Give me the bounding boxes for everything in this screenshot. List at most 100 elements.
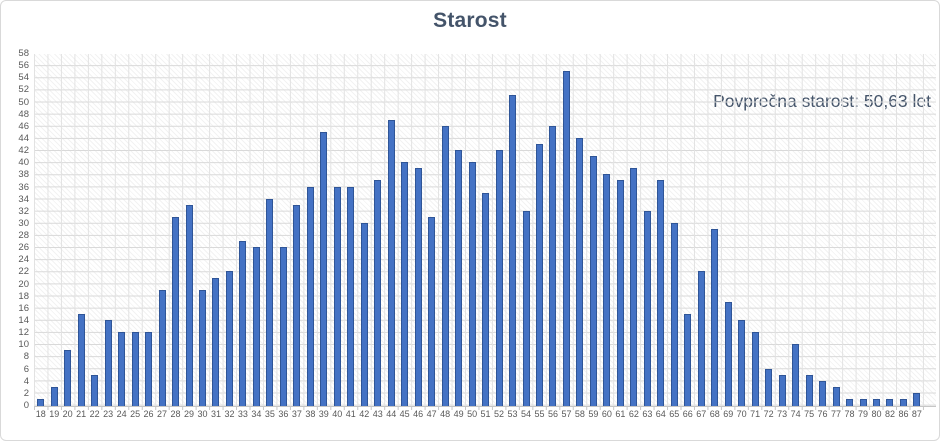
bar-age-45 bbox=[401, 162, 409, 406]
y-tick-label-0: 0 bbox=[23, 400, 29, 411]
x-tick-label-38: 38 bbox=[305, 409, 316, 419]
x-tick-label-71: 71 bbox=[750, 409, 761, 419]
x-tick-label-45: 45 bbox=[399, 409, 410, 419]
y-tick-label-36: 36 bbox=[18, 181, 29, 193]
y-axis-labels: 0 2 4 6 8 10 12 14 16 18 20 22 24 26 28 30 32 34 36 38 40 42 4… bbox=[3, 49, 29, 411]
x-tick-label-19: 19 bbox=[49, 409, 60, 419]
bar-age-63 bbox=[643, 210, 651, 406]
y-tick-label-10: 10 bbox=[18, 339, 29, 351]
y-tick-label-4: 4 bbox=[23, 375, 29, 387]
x-tick-label-54: 54 bbox=[520, 409, 531, 419]
x-tick-label-32: 32 bbox=[224, 409, 235, 419]
bar-age-49 bbox=[455, 150, 463, 406]
bar-age-19 bbox=[50, 386, 58, 406]
bar-age-57 bbox=[562, 71, 570, 406]
bar-age-21 bbox=[77, 313, 85, 406]
bar-age-50 bbox=[468, 162, 476, 406]
x-tick-label-27: 27 bbox=[157, 409, 168, 419]
y-tick-label-28: 28 bbox=[18, 230, 29, 242]
x-tick-label-77: 77 bbox=[831, 409, 842, 419]
y-tick-label-16: 16 bbox=[18, 302, 29, 314]
x-axis-labels: 18 19 20 21 22 23 24 25 26 27 28 29 30 31 32 33 34 35 36 37… bbox=[34, 409, 936, 423]
x-tick-label-41: 41 bbox=[345, 409, 356, 419]
y-tick-label-40: 40 bbox=[18, 157, 29, 169]
x-tick-label-36: 36 bbox=[278, 409, 289, 419]
bar-age-61 bbox=[616, 180, 624, 406]
bar-age-39 bbox=[320, 131, 328, 406]
y-tick-label-48: 48 bbox=[18, 108, 29, 120]
x-tick-label-61: 61 bbox=[615, 409, 626, 419]
bar-age-79 bbox=[859, 398, 867, 406]
x-tick-label-87: 87 bbox=[911, 409, 922, 419]
x-tick-label-26: 26 bbox=[143, 409, 154, 419]
bar-age-43 bbox=[374, 180, 382, 406]
x-tick-label-22: 22 bbox=[89, 409, 100, 419]
bar-age-59 bbox=[589, 156, 597, 406]
bar-age-42 bbox=[360, 222, 368, 406]
bar-age-28 bbox=[172, 216, 180, 406]
bar-age-53 bbox=[509, 95, 517, 406]
x-tick-label-31: 31 bbox=[210, 409, 221, 419]
bar-age-66 bbox=[684, 313, 692, 406]
y-tick-label-42: 42 bbox=[18, 145, 29, 157]
y-tick-label-56: 56 bbox=[18, 60, 29, 72]
bar-age-62 bbox=[630, 168, 638, 406]
x-tick-label-68: 68 bbox=[709, 409, 720, 419]
bar-age-52 bbox=[495, 150, 503, 406]
y-tick-label-54: 54 bbox=[18, 72, 29, 84]
bar-age-51 bbox=[482, 192, 490, 406]
bar-age-29 bbox=[185, 204, 193, 406]
x-tick-label-56: 56 bbox=[547, 409, 558, 419]
bar-age-20 bbox=[64, 350, 72, 406]
x-tick-label-28: 28 bbox=[170, 409, 181, 419]
y-tick-label-50: 50 bbox=[18, 96, 29, 108]
x-tick-label-63: 63 bbox=[642, 409, 653, 419]
bar-age-23 bbox=[104, 320, 112, 406]
x-tick-label-35: 35 bbox=[264, 409, 275, 419]
bar-age-64 bbox=[657, 180, 665, 406]
y-tick-label-6: 6 bbox=[23, 363, 29, 375]
bar-age-18 bbox=[37, 398, 45, 406]
bar-age-60 bbox=[603, 174, 611, 406]
bar-age-72 bbox=[765, 368, 773, 406]
x-tick-label-49: 49 bbox=[453, 409, 464, 419]
bar-age-76 bbox=[819, 380, 827, 406]
bar-age-34 bbox=[252, 247, 260, 406]
y-tick-label-8: 8 bbox=[23, 351, 29, 363]
x-tick-label-60: 60 bbox=[601, 409, 612, 419]
x-tick-label-74: 74 bbox=[790, 409, 801, 419]
y-tick-label-22: 22 bbox=[18, 266, 29, 278]
bar-age-74 bbox=[792, 344, 800, 406]
x-tick-label-65: 65 bbox=[669, 409, 680, 419]
bar-age-26 bbox=[145, 332, 153, 406]
x-tick-label-66: 66 bbox=[682, 409, 693, 419]
x-tick-label-51: 51 bbox=[480, 409, 491, 419]
bar-age-44 bbox=[387, 119, 395, 406]
x-tick-label-55: 55 bbox=[534, 409, 545, 419]
bar-age-25 bbox=[131, 332, 139, 406]
x-tick-label-25: 25 bbox=[130, 409, 141, 419]
x-tick-label-64: 64 bbox=[655, 409, 666, 419]
x-tick-label-18: 18 bbox=[35, 409, 46, 419]
x-tick-label-42: 42 bbox=[359, 409, 370, 419]
x-tick-label-34: 34 bbox=[251, 409, 262, 419]
bar-age-35 bbox=[266, 198, 274, 406]
x-tick-label-48: 48 bbox=[440, 409, 451, 419]
x-tick-label-59: 59 bbox=[588, 409, 599, 419]
x-tick-label-80: 80 bbox=[871, 409, 882, 419]
x-tick-label-79: 79 bbox=[857, 409, 868, 419]
x-tick-label-46: 46 bbox=[413, 409, 424, 419]
y-tick-label-46: 46 bbox=[18, 120, 29, 132]
x-tick-label-40: 40 bbox=[332, 409, 343, 419]
bar-age-47 bbox=[428, 216, 436, 406]
x-tick-label-39: 39 bbox=[318, 409, 329, 419]
x-tick-label-52: 52 bbox=[494, 409, 505, 419]
bar-age-78 bbox=[846, 398, 854, 406]
x-tick-label-37: 37 bbox=[291, 409, 302, 419]
x-tick-label-75: 75 bbox=[804, 409, 815, 419]
x-tick-label-47: 47 bbox=[426, 409, 437, 419]
x-tick-label-69: 69 bbox=[723, 409, 734, 419]
y-tick-label-58: 58 bbox=[18, 48, 29, 59]
y-tick-label-32: 32 bbox=[18, 205, 29, 217]
